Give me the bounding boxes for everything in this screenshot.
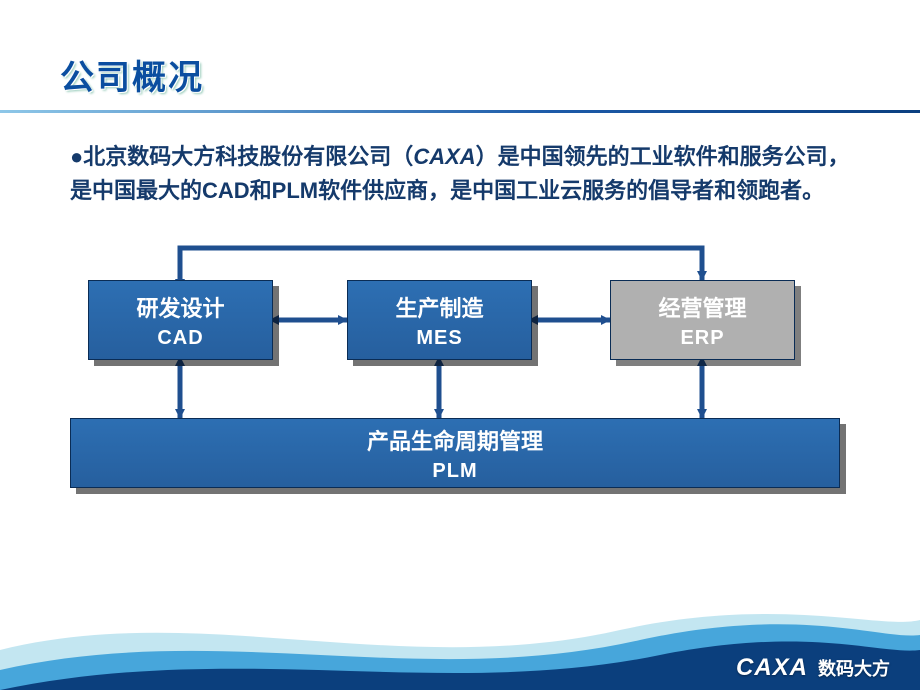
- architecture-diagram: 研发设计 CAD 生产制造 MES 经营管理 ERP 产品生命周期管理 PLM: [70, 258, 860, 508]
- description: ●北京数码大方科技股份有限公司（CAXA）是中国领先的工业软件和服务公司，是中国…: [70, 140, 870, 208]
- brand-zh: 数码大方: [818, 655, 890, 681]
- title-underline: [0, 110, 920, 113]
- footer: CAXA 数码大方: [0, 580, 920, 690]
- brand-en: CAXA: [736, 654, 808, 682]
- node-plm: 产品生命周期管理 PLM: [70, 418, 840, 488]
- description-text: 北京数码大方科技股份有限公司（CAXA）是中国领先的工业软件和服务公司，是中国最…: [70, 144, 850, 203]
- node-cad-label-top: 研发设计: [136, 291, 224, 323]
- node-erp: 经营管理 ERP: [610, 280, 795, 360]
- node-plm-label-top: 产品生命周期管理: [367, 424, 543, 456]
- brand-logo: CAXA 数码大方: [736, 654, 890, 682]
- node-mes-label-bottom: MES: [416, 327, 462, 350]
- node-cad: 研发设计 CAD: [88, 280, 273, 360]
- node-cad-label-bottom: CAD: [157, 327, 203, 350]
- node-mes-label-top: 生产制造: [395, 291, 483, 323]
- node-erp-label-top: 经营管理: [658, 291, 746, 323]
- node-mes: 生产制造 MES: [347, 280, 532, 360]
- node-plm-label-bottom: PLM: [432, 460, 477, 483]
- slide-title: 公司概况: [60, 50, 204, 99]
- node-erp-label-bottom: ERP: [680, 327, 724, 350]
